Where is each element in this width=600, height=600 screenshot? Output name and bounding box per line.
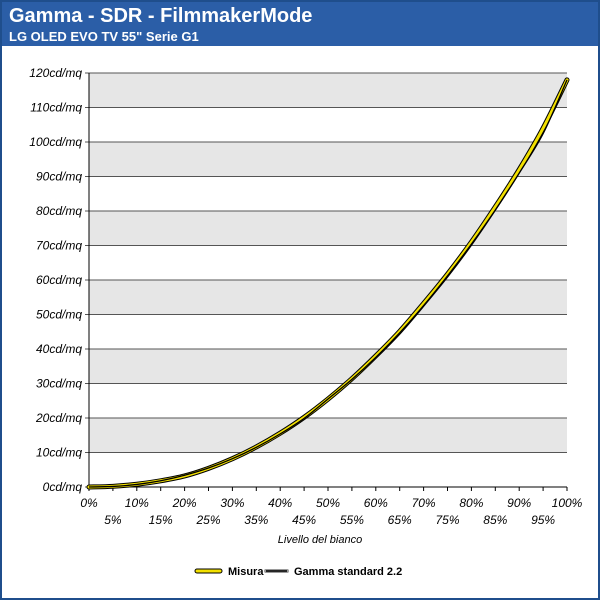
y-tick-label: 50cd/mq: [36, 308, 82, 322]
y-tick-label: 70cd/mq: [36, 239, 82, 253]
y-tick-label: 80cd/mq: [36, 204, 82, 218]
y-tick-label: 0cd/mq: [43, 480, 83, 494]
x-tick-label: 85%: [483, 513, 507, 527]
y-tick-labels: 0cd/mq 10cd/mq 20cd/mq 30cd/mq 40cd/mq 50cd/m…: [29, 66, 82, 494]
x-tick-label: 95%: [531, 513, 555, 527]
chart-subtitle: LG OLED EVO TV 55" Serie G1: [9, 29, 199, 44]
gridlines: [85, 72, 567, 488]
x-axis-label: Livello del bianco: [278, 534, 362, 546]
y-tick-label: 40cd/mq: [36, 342, 82, 356]
y-tick-label: 30cd/mq: [36, 377, 82, 391]
y-tick-label: 120cd/mq: [29, 66, 82, 80]
y-tick-label: 110cd/mq: [30, 101, 82, 115]
legend-label-misura: Misura: [228, 566, 264, 578]
x-tick-label: 35%: [244, 513, 268, 527]
x-tick-label: 20%: [172, 496, 197, 510]
chart-legend: Misura Gamma standard 2.2: [194, 566, 402, 578]
x-tick-label: 25%: [195, 513, 220, 527]
x-tick-label: 75%: [435, 513, 459, 527]
y-tick-label: 10cd/mq: [36, 446, 82, 460]
x-tick-label: 90%: [507, 496, 531, 510]
x-tick-label: 80%: [459, 496, 483, 510]
x-tick-label: 30%: [220, 496, 244, 510]
x-tick-label: 45%: [292, 513, 316, 527]
x-tick-label: 100%: [552, 496, 583, 510]
x-tick-label: 0%: [80, 496, 98, 510]
chart-series: [86, 77, 570, 490]
y-tick-label: 20cd/mq: [35, 411, 82, 425]
plot-band: [89, 349, 567, 384]
plot-band: [89, 73, 567, 108]
y-tick-label: 60cd/mq: [36, 273, 82, 287]
legend-label-gamma: Gamma standard 2.2: [294, 566, 402, 578]
x-tick-label: 65%: [388, 513, 412, 527]
plot-band: [89, 280, 567, 315]
x-tick-label: 60%: [364, 496, 388, 510]
x-tick-label: 10%: [125, 496, 149, 510]
chart-header: Gamma - SDR - FilmmakerMode LG OLED EVO …: [2, 2, 598, 46]
x-tick-label: 5%: [104, 513, 122, 527]
y-tick-label: 90cd/mq: [36, 170, 82, 184]
x-tick-label: 15%: [149, 513, 173, 527]
series-gamma-reference-line: [88, 79, 568, 488]
plot-band: [89, 418, 567, 453]
x-tick-label: 55%: [340, 513, 364, 527]
x-tick-label: 50%: [316, 496, 340, 510]
x-tick-label: 40%: [268, 496, 292, 510]
plot-band: [89, 142, 567, 177]
y-tick-label: 100cd/mq: [29, 135, 82, 149]
x-tick-label: 70%: [412, 496, 436, 510]
plot-band: [89, 211, 567, 246]
x-tick-labels: 0% 5%10%15% 20% 25%30%35%40%45%50%55%60%65%…: [80, 487, 583, 527]
chart-title: Gamma - SDR - FilmmakerMode: [9, 5, 313, 27]
